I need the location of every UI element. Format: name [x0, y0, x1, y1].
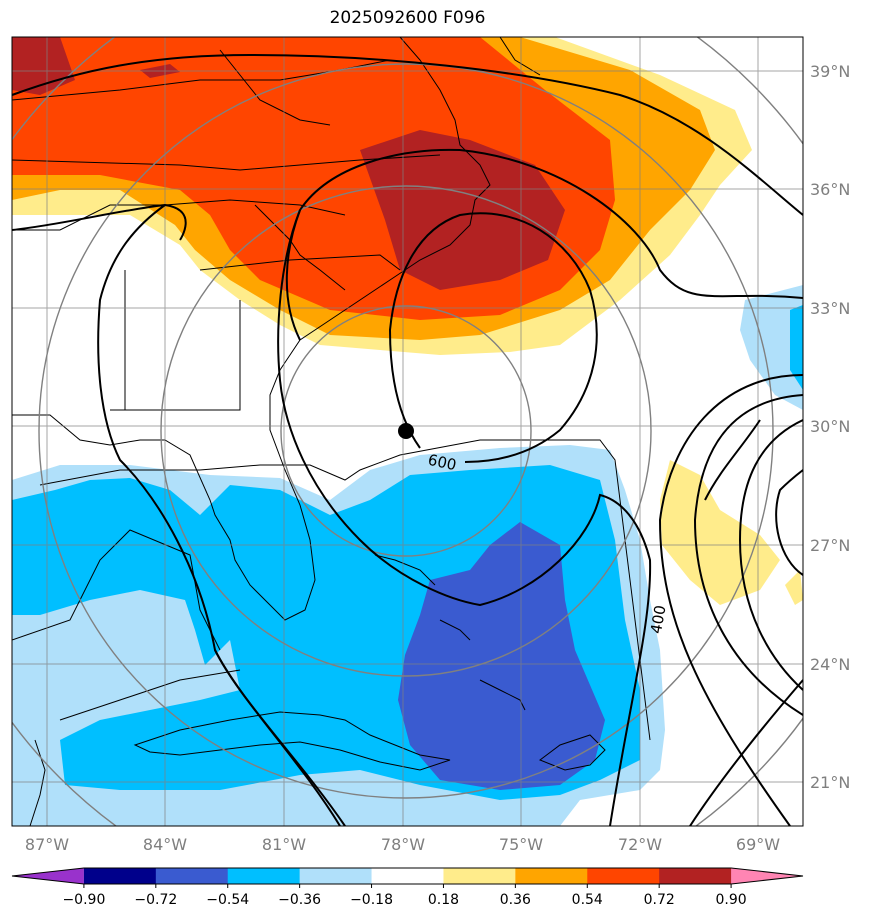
fill-positive-7: [660, 460, 780, 605]
coastlines-borders: [12, 37, 651, 826]
range-ring: [160, 185, 652, 677]
colorbar-tick-label: 0.72: [644, 892, 675, 908]
colorbar-tick-label: −0.72: [134, 892, 177, 908]
range-ring: [38, 63, 774, 799]
contour-east-5: [689, 679, 803, 826]
cuba-coastline: [133, 711, 451, 771]
colorbar-tick-label: −0.18: [350, 892, 393, 908]
lon-label: 87°W: [25, 835, 69, 854]
lon-label: 75°W: [499, 835, 543, 854]
lat-label: 24°N: [810, 655, 850, 674]
lon-label: 72°W: [618, 835, 662, 854]
colorbar-tick-label: 0.90: [716, 892, 747, 908]
range-ring: [280, 305, 532, 557]
lat-label: 27°N: [810, 536, 850, 555]
height-contours: [12, 53, 803, 826]
contour-upper: [12, 53, 803, 216]
lat-label: 21°N: [810, 773, 850, 792]
yucatan-coastline: [29, 739, 46, 826]
contour-east-2: [738, 419, 803, 691]
bahamas-1: [374, 554, 436, 586]
state-border-1: [12, 154, 441, 171]
state-border-5: [110, 300, 241, 411]
lon-label: 84°W: [143, 835, 187, 854]
hispaniola-coastline: [538, 734, 606, 771]
lat-label: 39°N: [810, 62, 850, 81]
colorbar-segment: [443, 868, 516, 884]
fill-negative-4: [740, 285, 803, 410]
bahamas-3: [479, 679, 526, 711]
colorbar-tick-label: 0.36: [500, 892, 531, 908]
state-border-6: [199, 254, 401, 271]
contour-east-3: [693, 394, 803, 716]
contour-east-1: [775, 469, 803, 576]
colorbar-tick-label: −0.90: [62, 892, 105, 908]
map-title: 2025092600 F096: [329, 8, 486, 28]
contour-outer-3: [277, 209, 652, 826]
colorbar-segment: [12, 868, 84, 884]
fill-positive-4: [360, 130, 565, 290]
colorbar: −0.90 −0.72 −0.54 −0.36 −0.18 0.18 0.36 0.54 0.7…: [11, 867, 804, 908]
contour-east-6: [704, 419, 761, 501]
colorbar-segment: [659, 868, 732, 884]
bahamas-2: [439, 619, 471, 641]
colorbar-tick-label: −0.36: [278, 892, 321, 908]
state-border-8: [219, 49, 331, 126]
contour-600: [388, 212, 598, 463]
state-border-9: [499, 37, 541, 76]
lat-label: 30°N: [810, 417, 850, 436]
colorbar-segment: [371, 868, 444, 884]
eez-outline-3: [59, 669, 241, 721]
lat-label: 36°N: [810, 180, 850, 199]
colorbar-segment: [227, 868, 301, 884]
colorbar-tick-label: 0.54: [572, 892, 603, 908]
colorbar-segment: [515, 868, 588, 884]
colorbar-segment: [731, 868, 803, 884]
lon-label: 69°W: [736, 835, 780, 854]
colorbar-tick-label: −0.54: [206, 892, 249, 908]
fill-negative-5: [790, 305, 803, 390]
contour-east-4: [658, 374, 803, 826]
colorbar-segment: [83, 868, 157, 884]
lat-axis-labels: 39°N 36°N 33°N 30°N 27°N 24°N 21°N: [810, 62, 850, 792]
lon-label: 78°W: [381, 835, 425, 854]
colorbar-segment: [299, 868, 373, 884]
eez-outline-2: [12, 529, 221, 651]
state-border-3: [254, 204, 346, 291]
lat-label: 33°N: [810, 299, 850, 318]
contour-label-400: 400: [647, 604, 670, 635]
fill-positive-8: [785, 570, 803, 605]
us-east-coastline: [12, 37, 491, 621]
map-frame: [11, 36, 804, 827]
center-marker-dot: [398, 423, 414, 439]
colorbar-segment: [587, 868, 660, 884]
colorbar-segment: [155, 868, 229, 884]
lon-label: 81°W: [262, 835, 306, 854]
contour-label-600: 600: [426, 451, 458, 475]
lon-axis-labels: 87°W 84°W 81°W 78°W 75°W 72°W 69°W: [25, 835, 780, 854]
colorbar-tick-label: 0.18: [428, 892, 459, 908]
